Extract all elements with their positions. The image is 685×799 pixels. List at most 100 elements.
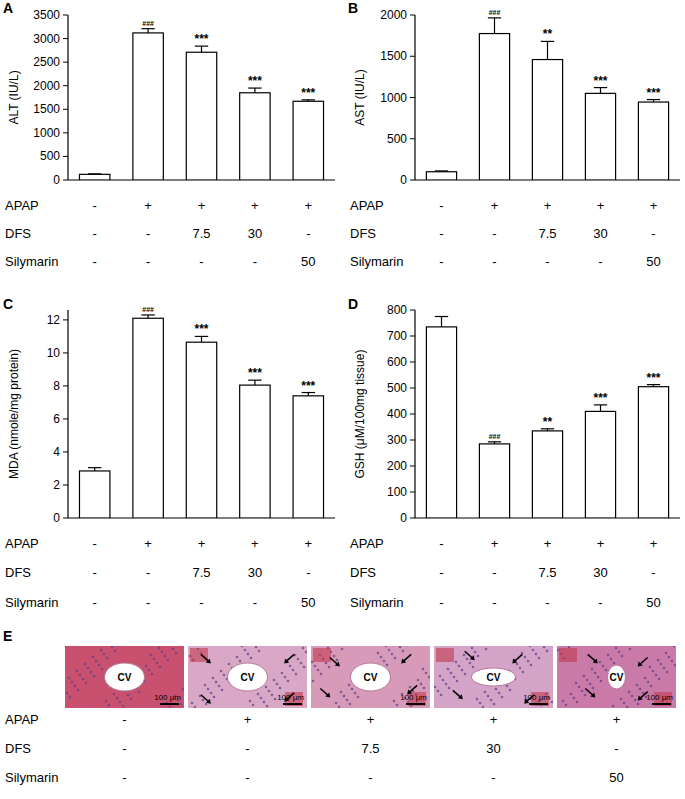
treatment-cell: - bbox=[651, 565, 655, 580]
arrow bbox=[512, 654, 522, 663]
micrograph: CV100 μm bbox=[434, 645, 554, 709]
nucleus bbox=[119, 701, 122, 704]
error-bar bbox=[647, 385, 660, 387]
y-tick-label: 0 bbox=[53, 173, 60, 187]
significance: *** bbox=[301, 379, 315, 393]
chart-panel: A0500100015002000250030003500ALT (IU/L)#… bbox=[3, 0, 335, 269]
y-tick-label: 100 bbox=[387, 485, 407, 499]
nucleus bbox=[167, 659, 170, 662]
y-tick bbox=[63, 319, 68, 320]
y-tick bbox=[410, 518, 415, 519]
bar bbox=[240, 385, 270, 518]
error-stem bbox=[547, 41, 548, 59]
y-tick bbox=[63, 418, 68, 419]
nucleus bbox=[501, 696, 504, 699]
scale-bar bbox=[652, 703, 671, 705]
nucleus bbox=[665, 652, 668, 655]
nucleus bbox=[605, 669, 608, 672]
treatment-cell: + bbox=[597, 198, 605, 213]
treatment-cell: - bbox=[614, 741, 618, 756]
nucleus bbox=[159, 666, 162, 669]
treatment-cell: - bbox=[368, 770, 372, 785]
nucleus bbox=[506, 685, 509, 688]
nucleus bbox=[265, 686, 268, 689]
arrow-shaft bbox=[514, 654, 522, 661]
significance: *** bbox=[194, 322, 208, 336]
nucleus bbox=[127, 694, 130, 697]
arrow-shaft bbox=[409, 685, 417, 692]
treatment-label: APAP bbox=[350, 536, 384, 551]
treatment-cell: - bbox=[306, 226, 310, 241]
bar bbox=[186, 52, 216, 180]
significance: *** bbox=[646, 371, 660, 385]
nucleus bbox=[260, 697, 263, 700]
nucleus bbox=[164, 655, 167, 658]
treatment-cell: - bbox=[491, 770, 495, 785]
nucleus bbox=[279, 687, 282, 690]
nucleus bbox=[570, 693, 573, 696]
bar bbox=[585, 93, 615, 180]
nucleus bbox=[522, 671, 525, 674]
error-bar bbox=[248, 88, 261, 93]
nucleus bbox=[351, 688, 354, 691]
nucleus bbox=[519, 667, 522, 670]
treatment-label: DFS bbox=[350, 565, 376, 580]
y-tick-label: 4 bbox=[53, 445, 60, 459]
y-axis bbox=[67, 310, 68, 518]
nucleus bbox=[357, 696, 360, 699]
central-vein bbox=[105, 663, 145, 691]
nucleus bbox=[194, 706, 197, 708]
nucleus bbox=[239, 660, 242, 663]
error-cap bbox=[488, 441, 501, 442]
nucleus bbox=[156, 662, 159, 665]
nucleus bbox=[223, 674, 226, 677]
arrow-head bbox=[638, 696, 643, 701]
arrow bbox=[201, 654, 211, 663]
nucleus bbox=[529, 646, 532, 647]
nucleus bbox=[463, 654, 466, 657]
nucleus bbox=[532, 649, 535, 652]
nucleus bbox=[175, 652, 178, 655]
nucleus bbox=[607, 654, 610, 657]
tissue bbox=[557, 646, 676, 708]
nucleus bbox=[207, 688, 210, 691]
treatment-cell: 7.5 bbox=[538, 565, 556, 580]
nucleus bbox=[287, 680, 290, 683]
arrow-head bbox=[458, 694, 463, 699]
treatment-cell: - bbox=[122, 770, 126, 785]
y-tick-label: 300 bbox=[387, 433, 407, 447]
nucleus bbox=[634, 699, 637, 702]
y-tick bbox=[410, 414, 415, 415]
nucleus bbox=[644, 677, 647, 680]
nucleus bbox=[241, 646, 244, 647]
micrograph: CV100 μm bbox=[64, 645, 185, 709]
error-stem bbox=[600, 405, 601, 412]
treatment-cell: 7.5 bbox=[538, 226, 556, 241]
nucleus bbox=[440, 694, 443, 697]
significance: *** bbox=[194, 32, 208, 46]
scale-bar-label: 100 μm bbox=[154, 693, 181, 702]
nucleus bbox=[495, 688, 498, 691]
treatment-cell: - bbox=[598, 595, 602, 610]
treatment-cell: 50 bbox=[301, 595, 315, 610]
arrow-head bbox=[638, 662, 643, 667]
treatment-cell: + bbox=[305, 536, 313, 551]
nucleus bbox=[562, 700, 565, 703]
bar bbox=[426, 327, 456, 518]
nucleus bbox=[312, 680, 315, 683]
scale-bar-label: 100 μm bbox=[277, 693, 304, 702]
error-stem bbox=[148, 29, 149, 33]
micrograph: CV100 μm bbox=[557, 645, 677, 709]
treatment-cell: + bbox=[244, 712, 252, 727]
nucleus bbox=[589, 683, 592, 686]
micrograph-body bbox=[434, 646, 553, 708]
nucleus bbox=[652, 670, 655, 673]
y-tick bbox=[63, 132, 68, 133]
nucleus bbox=[106, 657, 109, 660]
nucleus bbox=[639, 688, 642, 691]
central-vein bbox=[351, 663, 391, 691]
y-axis-label: ALT (IU/L) bbox=[7, 70, 21, 124]
nucleus bbox=[456, 680, 459, 683]
treatment-cell: - bbox=[439, 536, 443, 551]
nucleus bbox=[348, 684, 351, 687]
